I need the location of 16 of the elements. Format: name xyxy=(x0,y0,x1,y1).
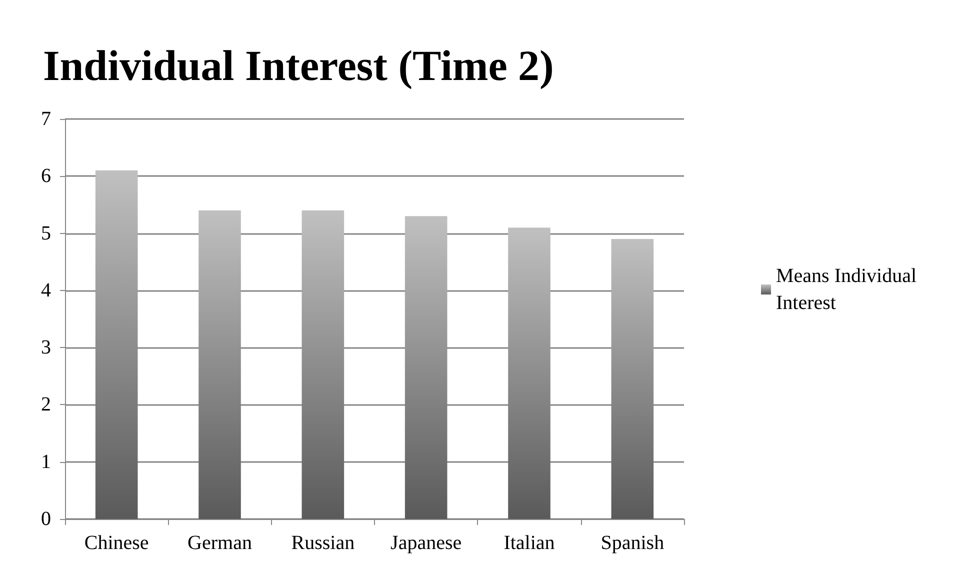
legend-label: Means Individual Interest xyxy=(776,265,917,314)
x-tick-label: Spanish xyxy=(600,532,664,554)
x-tick-label: German xyxy=(188,532,252,554)
y-tick-label: 6 xyxy=(41,165,51,188)
x-tick-label: Italian xyxy=(504,532,555,554)
y-tick-label: 4 xyxy=(41,279,51,302)
chart-title: Individual Interest (Time 2) xyxy=(43,43,554,90)
y-tick-label: 0 xyxy=(41,508,51,530)
x-tick-label: Japanese xyxy=(390,532,462,554)
y-tick-label: 7 xyxy=(41,108,51,130)
y-tick-label: 3 xyxy=(41,336,51,359)
y-tick-label: 1 xyxy=(41,450,51,473)
y-tick-label: 5 xyxy=(41,222,51,244)
x-tick-label: Russian xyxy=(291,532,355,554)
x-tick-label: Chinese xyxy=(84,532,149,554)
y-tick-label: 2 xyxy=(41,394,51,416)
